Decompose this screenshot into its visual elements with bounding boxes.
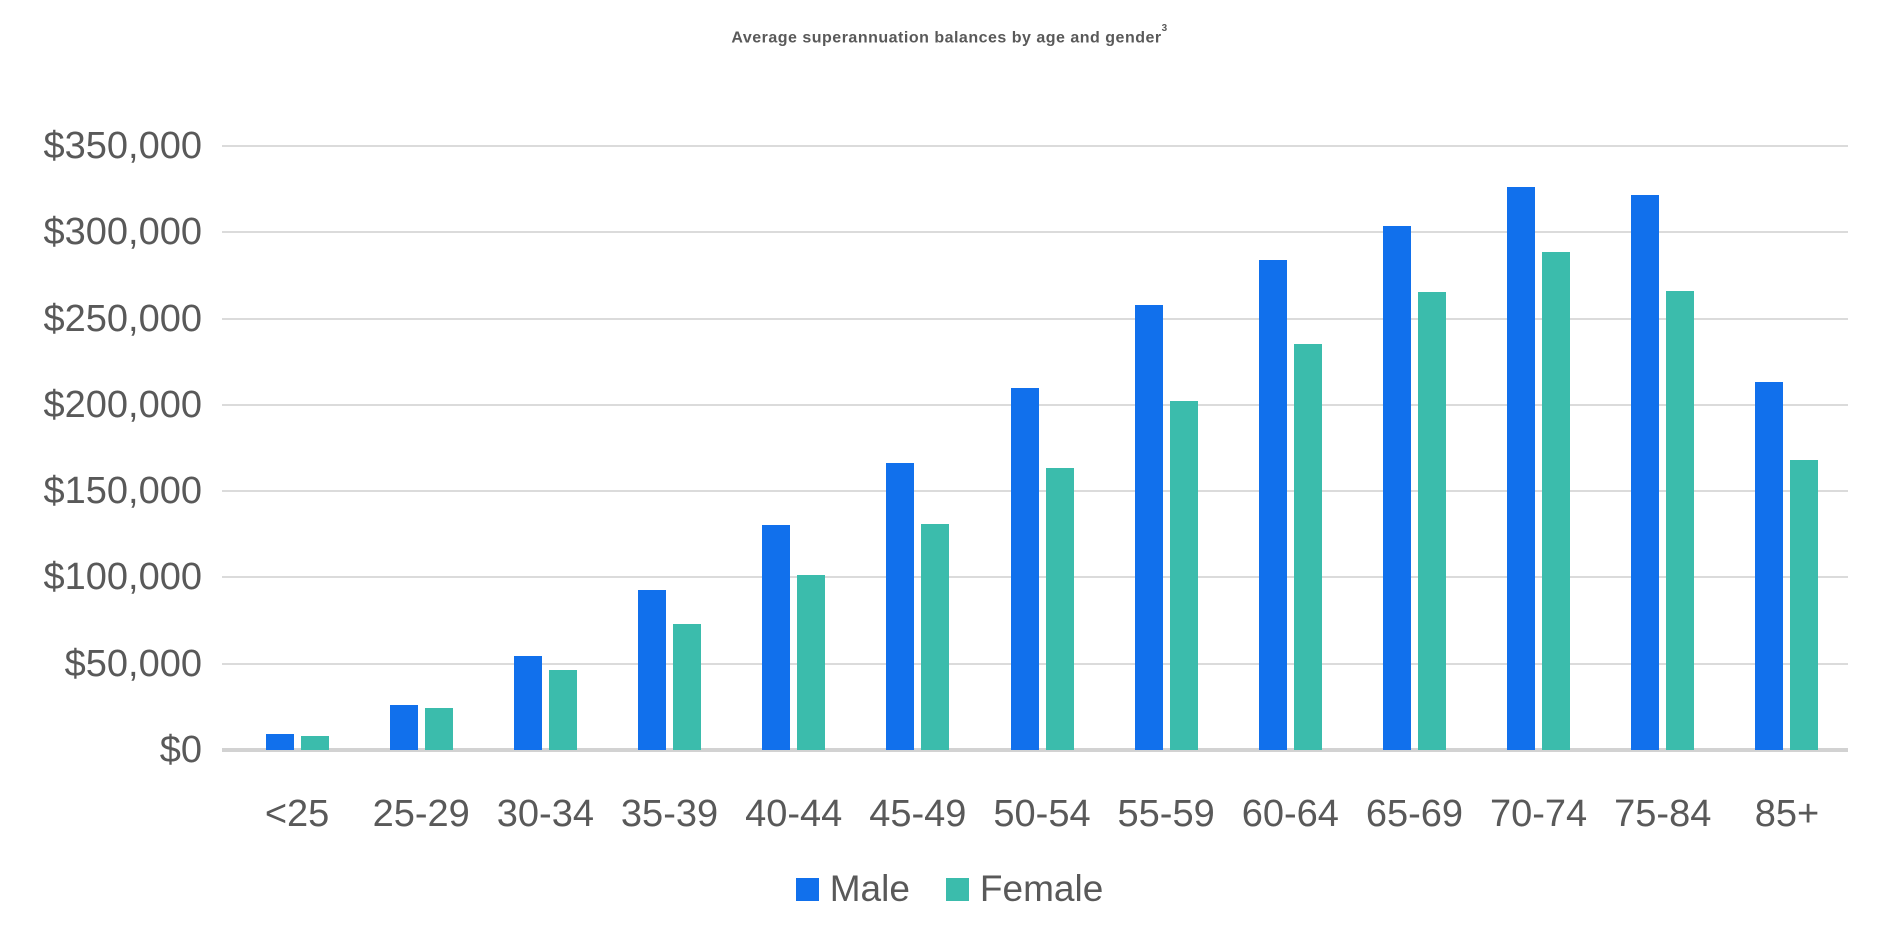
x-axis-tick-label: 45-49	[869, 793, 967, 835]
x-axis-line	[222, 748, 1848, 752]
bar-female-35-39	[673, 624, 702, 750]
legend-item-female: Female	[945, 868, 1104, 909]
legend: Male Female	[0, 869, 1899, 909]
bar-male-25-29	[389, 705, 418, 750]
y-axis-tick-label: $50,000	[64, 642, 202, 685]
legend-swatch-male	[795, 877, 819, 901]
y-gridline	[222, 317, 1848, 320]
x-axis-tick-label: 85+	[1754, 793, 1820, 835]
x-axis-tick-label: 65-69	[1365, 793, 1464, 835]
x-axis-tick-label: 55-59	[1117, 793, 1215, 835]
x-axis-tick-label: 25-29	[372, 793, 470, 835]
x-axis-tick-label: 50-54	[993, 793, 1091, 835]
y-axis-tick-label: $350,000	[43, 125, 203, 167]
y-gridline	[222, 231, 1848, 234]
bar-male-55-59	[1134, 304, 1163, 750]
y-axis-tick-label: $100,000	[43, 556, 203, 599]
x-axis-tick-label: 30-34	[496, 793, 594, 835]
bar-female-60-64	[1293, 344, 1322, 750]
bar-female-40-44	[797, 574, 826, 750]
y-axis-tick-label: $0	[159, 729, 202, 771]
bar-male-70-74	[1507, 187, 1536, 750]
x-axis-tick-label: 70-74	[1490, 793, 1588, 835]
bar-female-25-29	[424, 707, 453, 750]
x-axis-tick-label: 60-64	[1241, 793, 1339, 835]
bar-female-<25	[300, 736, 329, 750]
bar-female-45-49	[921, 523, 950, 750]
legend-swatch-female	[945, 877, 969, 901]
bar-female-50-54	[1045, 467, 1074, 750]
x-axis-tick-label: 40-44	[745, 793, 843, 835]
chart-title-footnote-marker: 3	[1161, 23, 1168, 35]
bar-male-60-64	[1258, 259, 1287, 750]
bar-female-75-84	[1666, 290, 1695, 750]
bar-male-75-84	[1631, 195, 1660, 750]
bar-male-30-34	[513, 655, 542, 750]
y-axis-tick-label: $300,000	[43, 211, 203, 254]
x-axis-tick-label: <25	[264, 793, 330, 835]
chart-title-text: Average superannuation balances by age a…	[731, 29, 1162, 47]
bar-female-70-74	[1542, 252, 1571, 750]
legend-item-male: Male	[795, 868, 910, 909]
bar-female-30-34	[548, 669, 577, 750]
bar-male-35-39	[638, 589, 667, 750]
y-axis-tick-label: $150,000	[43, 470, 203, 513]
bar-female-85+	[1790, 460, 1819, 750]
chart-title: Average superannuation balances by age a…	[0, 23, 1899, 47]
bar-male-40-44	[762, 524, 791, 750]
bar-male-45-49	[886, 462, 915, 750]
bar-male-85+	[1755, 382, 1784, 750]
bar-male-<25	[265, 733, 294, 750]
x-axis-tick-label: 35-39	[620, 793, 719, 835]
y-axis-tick-label: $200,000	[43, 383, 203, 426]
y-axis-tick-label: $250,000	[43, 297, 203, 340]
y-gridline	[222, 145, 1848, 147]
bar-female-55-59	[1169, 400, 1198, 750]
bar-male-65-69	[1382, 226, 1411, 750]
bar-male-50-54	[1010, 387, 1039, 750]
legend-label-male: Male	[829, 868, 910, 909]
bar-female-65-69	[1417, 291, 1446, 750]
x-axis-tick-label: 75-84	[1614, 793, 1712, 835]
legend-label-female: Female	[979, 868, 1104, 909]
